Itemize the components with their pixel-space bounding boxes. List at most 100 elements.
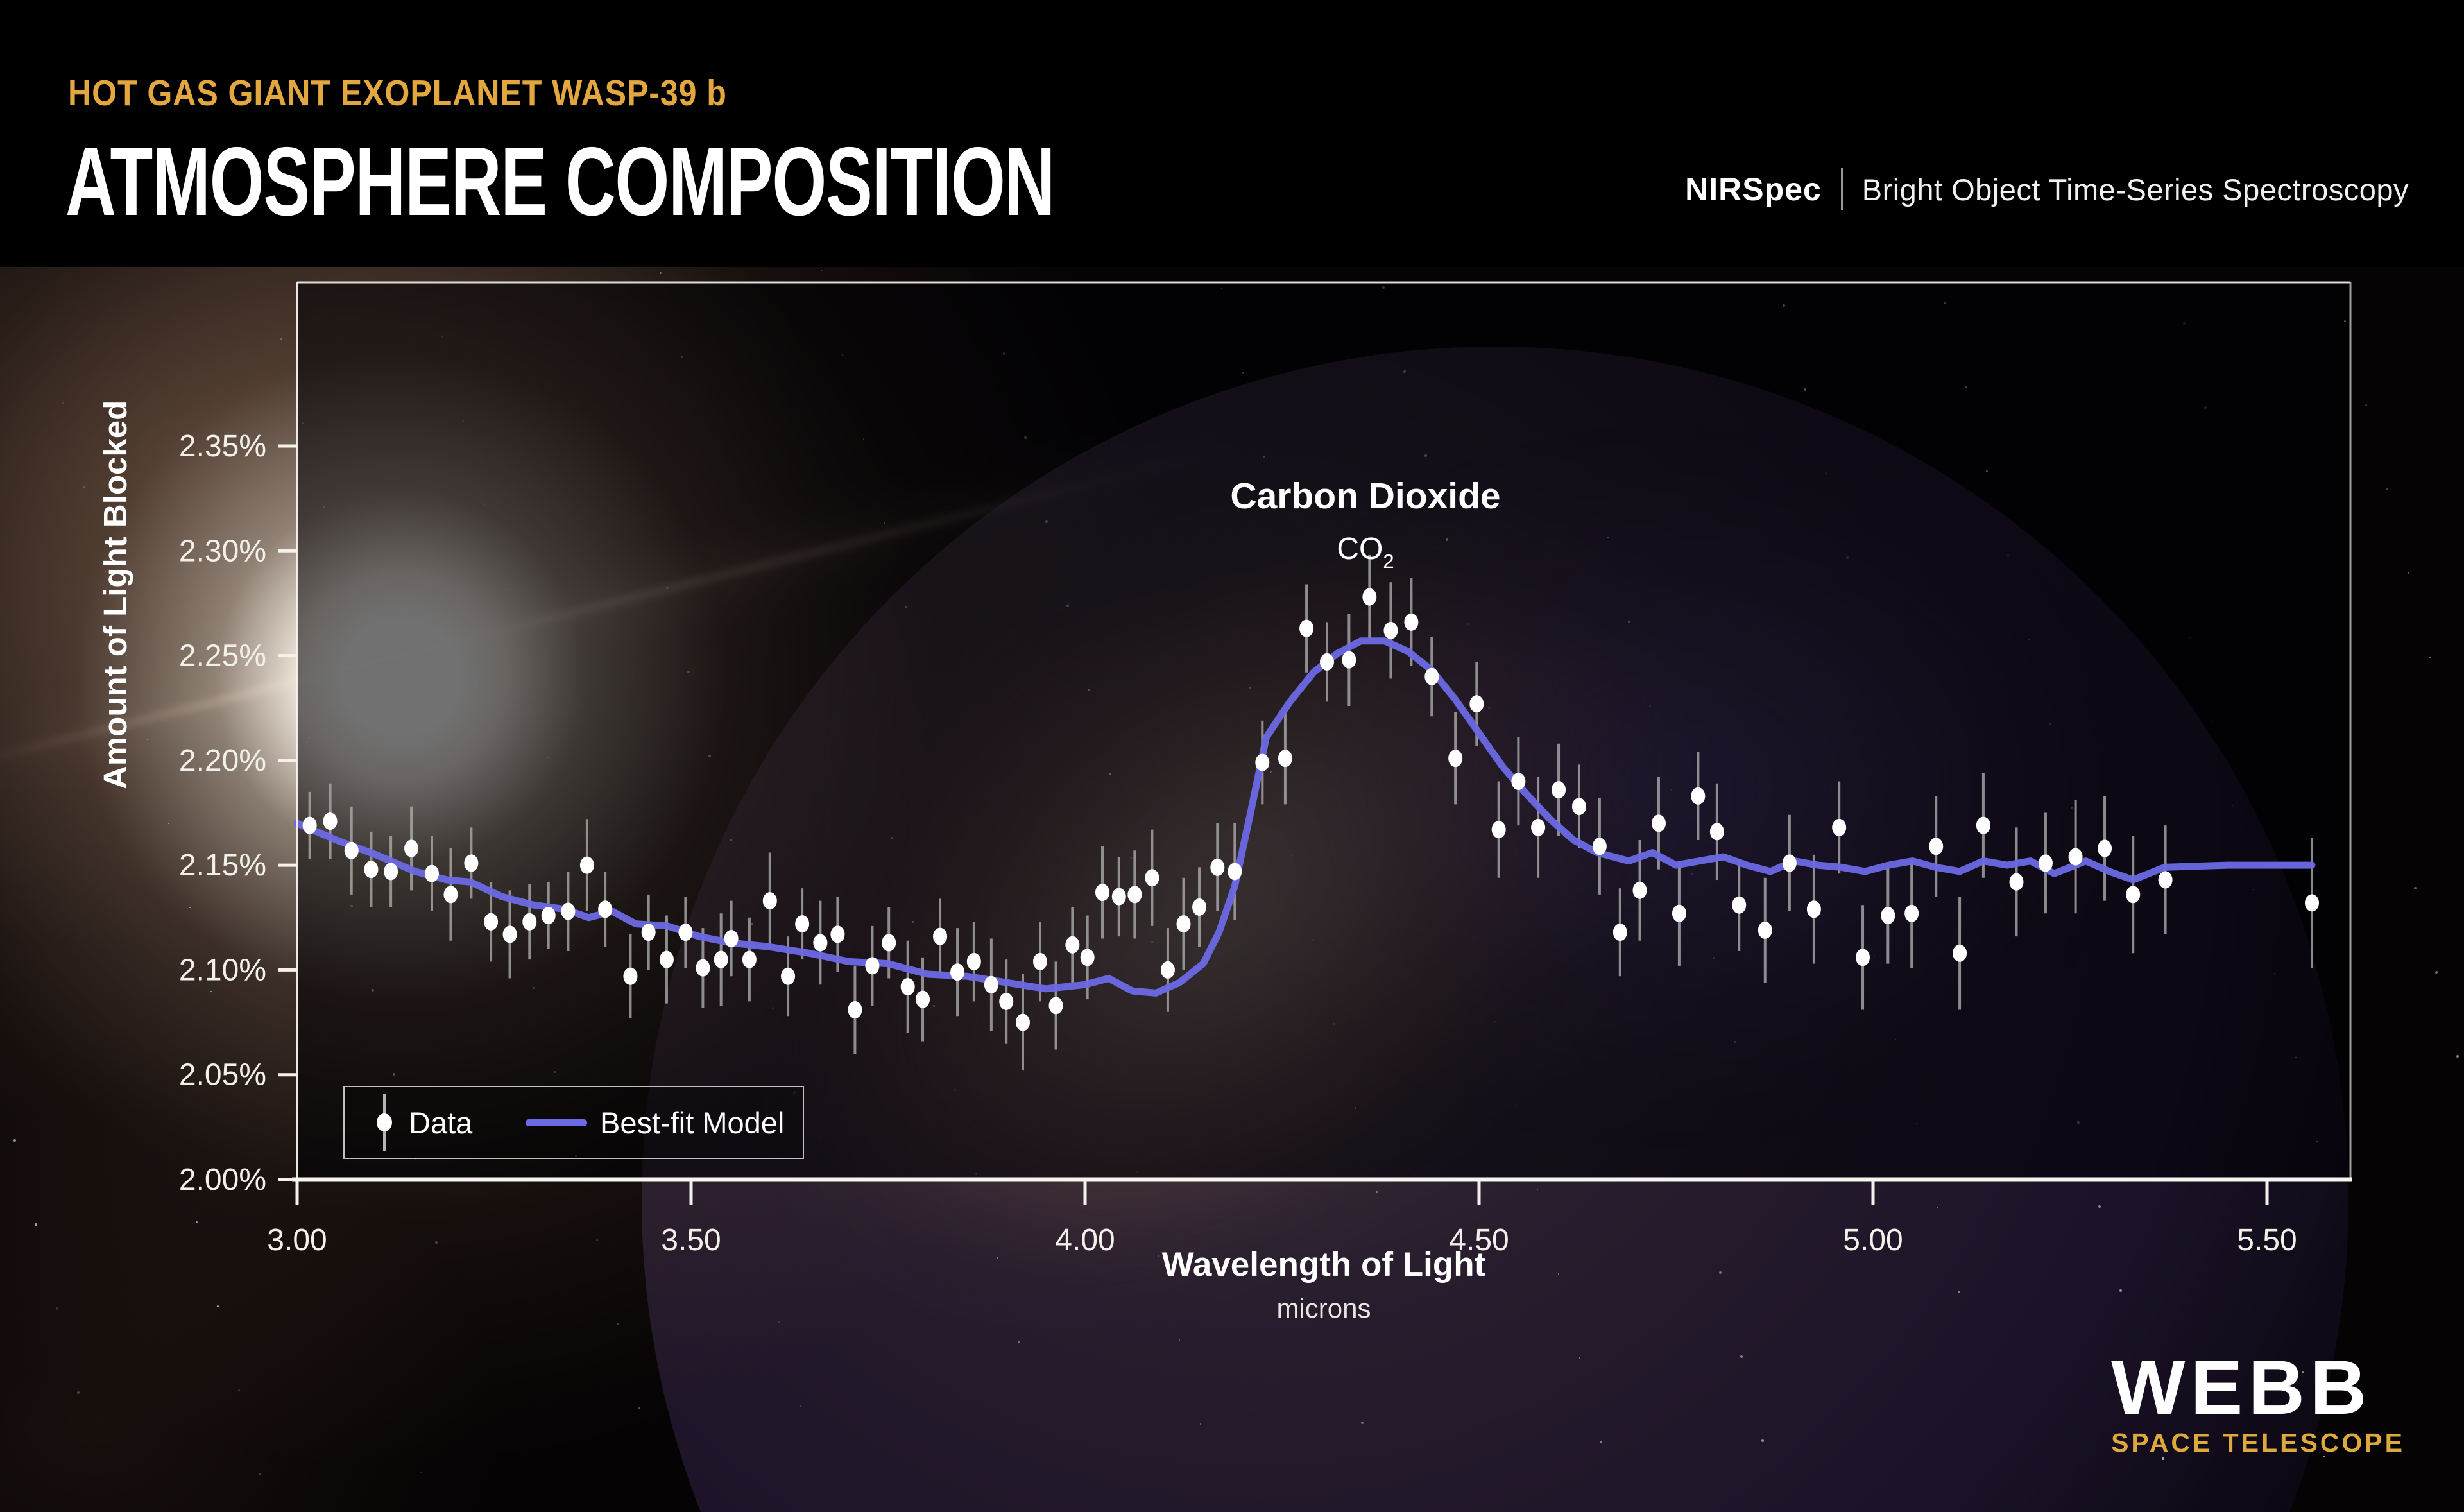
formula-base: CO <box>1337 532 1383 566</box>
data-point <box>1592 838 1607 855</box>
data-point <box>724 929 739 947</box>
data-point <box>1856 949 1870 966</box>
data-point <box>541 907 556 925</box>
webb-logo-wordmark: WEBB <box>2111 1344 2372 1430</box>
data-point <box>1015 1013 1030 1031</box>
data-point <box>1404 613 1419 631</box>
data-point <box>1362 588 1377 606</box>
legend-datapoint-icon <box>377 1113 392 1131</box>
data-point <box>1033 952 1048 970</box>
x-tick-label: 5.00 <box>1843 1223 1903 1257</box>
y-tick-label: 2.10% <box>179 953 266 987</box>
data-point <box>384 863 398 881</box>
data-point <box>1127 886 1142 904</box>
data-point <box>999 992 1014 1010</box>
data-point <box>1881 907 1895 925</box>
data-point <box>1228 863 1242 881</box>
data-point <box>1255 753 1270 771</box>
data-point <box>1632 881 1647 899</box>
data-point <box>1953 944 1967 962</box>
instrument-divider <box>1840 168 1843 210</box>
data-point <box>641 924 656 941</box>
data-point <box>762 892 777 910</box>
data-point <box>1709 823 1724 841</box>
data-point <box>1319 653 1334 671</box>
data-point <box>2068 848 2083 866</box>
formula-subscript: 2 <box>1383 550 1394 572</box>
data-point <box>696 959 710 977</box>
data-point <box>2038 854 2053 872</box>
data-point <box>1571 798 1586 816</box>
header-eyebrow: HOT GAS GIANT EXOPLANET WASP-39 b <box>68 73 727 114</box>
data-point <box>1342 651 1356 669</box>
data-point <box>1832 818 1847 836</box>
data-point <box>1048 997 1063 1015</box>
data-point <box>598 900 613 918</box>
data-point <box>984 975 998 993</box>
data-point <box>404 839 419 857</box>
y-tick-label: 2.35% <box>179 429 266 463</box>
y-tick-label: 2.20% <box>179 744 266 778</box>
data-point <box>344 841 359 859</box>
x-tick-label: 3.50 <box>661 1223 721 1257</box>
data-point <box>933 927 948 945</box>
data-point <box>1806 900 1821 918</box>
data-point <box>1278 750 1292 768</box>
data-point <box>2009 873 2024 891</box>
data-point <box>1210 858 1225 876</box>
data-point <box>1782 854 1797 872</box>
model-line <box>293 637 2316 997</box>
data-point <box>1732 896 1747 914</box>
data-point <box>1651 814 1666 832</box>
x-tick-label: 3.00 <box>267 1223 327 1257</box>
data-point <box>865 957 880 975</box>
data-point <box>1448 750 1463 768</box>
data-point <box>1383 621 1398 639</box>
data-point <box>1192 898 1207 916</box>
data-point <box>1758 921 1772 939</box>
data-point <box>424 864 439 882</box>
legend-data-label: Data <box>409 1105 473 1140</box>
data-point <box>2126 886 2141 904</box>
data-point <box>1080 949 1095 966</box>
annotation-formula: CO2 <box>1167 531 1564 573</box>
data-point <box>1425 667 1439 685</box>
data-point <box>1176 915 1191 933</box>
data-point <box>1531 818 1546 836</box>
data-point <box>2304 894 2319 912</box>
webb-logo: WEBB SPACE TELESCOPE <box>2111 1349 2405 1458</box>
data-point <box>848 1001 862 1018</box>
data-point <box>1491 821 1506 839</box>
x-tick-label: 4.00 <box>1055 1223 1115 1257</box>
annotation-title: Carbon Dioxide <box>1230 476 1501 517</box>
data-point <box>1111 888 1126 906</box>
chart-legend: Data Best-fit Model <box>343 1086 804 1159</box>
y-tick-label: 2.25% <box>179 639 266 673</box>
data-point <box>484 913 499 931</box>
data-point <box>1065 936 1080 954</box>
data-point <box>966 952 981 970</box>
data-point <box>1672 904 1686 922</box>
plot-backdrop <box>297 282 2350 1180</box>
data-point <box>2158 871 2173 889</box>
data-point <box>1613 924 1627 941</box>
data-point <box>813 934 828 952</box>
data-point <box>678 924 693 941</box>
page-title: ATMOSPHERE COMPOSITION <box>65 127 1056 236</box>
data-point <box>1976 816 1990 834</box>
data-point <box>579 856 594 874</box>
y-tick-label: 2.00% <box>179 1163 266 1197</box>
header-band: HOT GAS GIANT EXOPLANET WASP-39 b ATMOSP… <box>0 0 2464 267</box>
data-point <box>364 861 379 879</box>
data-point <box>1511 773 1526 791</box>
data-point <box>502 925 517 943</box>
data-point <box>323 812 338 830</box>
x-axis-title: Wavelength of Light <box>1161 1246 1486 1284</box>
data-point <box>1299 619 1314 637</box>
legend-model-line-icon <box>526 1119 587 1126</box>
data-point <box>882 934 896 952</box>
data-point <box>795 915 810 933</box>
data-point <box>1929 838 1944 855</box>
